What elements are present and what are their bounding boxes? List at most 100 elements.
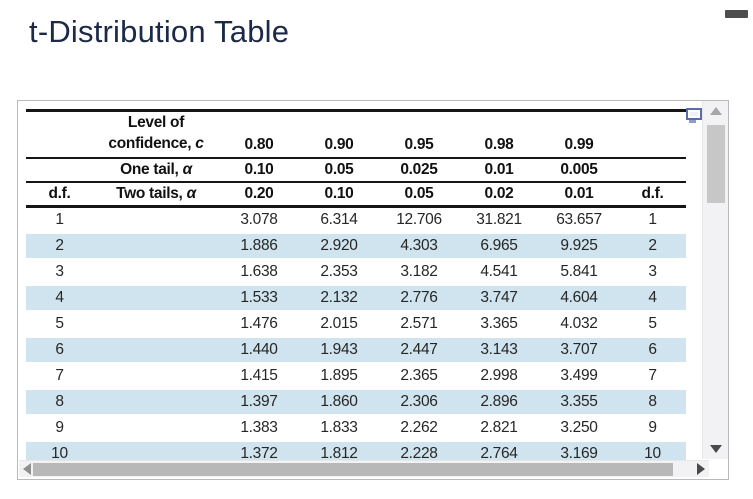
spacer-cell <box>93 335 219 364</box>
df-cell: 5 <box>648 314 657 332</box>
df-cell: 8 <box>619 387 686 416</box>
popout-window-shape <box>686 108 702 120</box>
t-value: 2.306 <box>379 387 459 416</box>
df-cell: 2 <box>26 231 93 260</box>
one-tail-value: 0.005 <box>539 158 619 183</box>
scroll-left-icon[interactable] <box>23 463 31 475</box>
df-cell: 7 <box>55 366 64 384</box>
spacer-cell <box>93 259 219 285</box>
df-cell: 1 <box>648 210 657 228</box>
two-tails-value: 0.05 <box>379 182 459 208</box>
t-value: 1.533 <box>219 283 299 312</box>
table-row: 9 1.383 1.833 2.262 2.821 3.250 9 <box>26 415 686 441</box>
table-row: 3 1.638 2.353 3.182 4.541 5.841 3 <box>26 259 686 285</box>
table-row: 7 1.415 1.895 2.365 2.998 3.499 7 <box>26 363 686 389</box>
t-value: 2.447 <box>379 335 459 364</box>
t-value: 1.860 <box>299 387 379 416</box>
horizontal-scrollbar-thumb[interactable] <box>33 463 673 476</box>
t-distribution-table: Level of confidence, c 0.80 0.90 0.95 0.… <box>26 109 686 468</box>
spacer-cell <box>93 206 219 233</box>
two-tails-value: 0.10 <box>299 182 379 208</box>
t-value: 1.397 <box>219 387 299 416</box>
t-value: 3.143 <box>459 335 539 364</box>
two-tails-value: 0.01 <box>539 182 619 208</box>
vertical-scrollbar[interactable] <box>702 101 728 459</box>
one-tail-symbol: α <box>182 161 193 178</box>
t-value: 2.262 <box>400 418 438 436</box>
header-row-one-tail: One tail, α 0.10 0.05 0.025 0.01 0.005 <box>26 158 686 183</box>
spacer-cell <box>619 158 686 183</box>
t-value: 2.353 <box>320 262 358 280</box>
confidence-label-line1: Level of <box>127 114 185 131</box>
t-value: 12.706 <box>396 210 442 228</box>
t-value: 1.886 <box>219 231 299 260</box>
two-tails-label-cell: Two tails, α <box>93 182 219 208</box>
page-title: t-Distribution Table <box>29 14 290 49</box>
two-tails-symbol: α <box>186 184 197 202</box>
df-cell: 4 <box>619 283 686 312</box>
t-value: 3.707 <box>539 335 619 364</box>
table-row: 4 1.533 2.132 2.776 3.747 4.604 4 <box>26 283 686 312</box>
t-value: 1.383 <box>240 418 278 436</box>
df-cell: 1 <box>55 210 64 228</box>
minimize-icon[interactable] <box>725 10 748 18</box>
df-cell: 2 <box>619 231 686 260</box>
t-value: 1.943 <box>299 335 379 364</box>
df-cell: 7 <box>648 366 657 384</box>
scroll-up-icon[interactable] <box>710 107 722 115</box>
t-value: 2.776 <box>379 283 459 312</box>
t-value: 2.920 <box>299 231 379 260</box>
spacer-cell <box>619 109 686 159</box>
confidence-label-text: confidence, <box>108 135 196 152</box>
t-value: 6.314 <box>320 210 358 228</box>
two-tails-value: 0.02 <box>459 182 539 208</box>
t-value: 1.638 <box>240 262 278 280</box>
t-value: 3.365 <box>480 314 518 332</box>
t-value: 2.821 <box>480 418 518 436</box>
popout-tab-shape <box>689 120 696 123</box>
one-tail-label-cell: One tail, α <box>93 158 219 183</box>
df-cell: 4 <box>26 283 93 312</box>
table-row: 5 1.476 2.015 2.571 3.365 4.032 5 <box>26 311 686 337</box>
t-distribution-table-wrap: Level of confidence, c 0.80 0.90 0.95 0.… <box>26 109 686 468</box>
popout-icon[interactable] <box>686 108 703 123</box>
t-value: 1.415 <box>240 366 278 384</box>
scroll-right-icon[interactable] <box>697 463 705 475</box>
t-value: 2.132 <box>299 283 379 312</box>
table-row: 8 1.397 1.860 2.306 2.896 3.355 8 <box>26 387 686 416</box>
one-tail-value: 0.10 <box>219 158 299 183</box>
confidence-value: 0.90 <box>299 109 379 159</box>
t-value: 2.015 <box>320 314 358 332</box>
two-tails-value: 0.20 <box>219 182 299 208</box>
t-value: 3.078 <box>240 210 278 228</box>
spacer-cell <box>93 231 219 260</box>
t-value: 1.440 <box>219 335 299 364</box>
t-value: 2.896 <box>459 387 539 416</box>
t-value: 5.841 <box>560 262 598 280</box>
table-panel: Level of confidence, c 0.80 0.90 0.95 0.… <box>17 100 729 480</box>
two-tails-label-text: Two tails, <box>116 184 187 202</box>
scroll-down-icon[interactable] <box>710 445 722 453</box>
df-cell: 6 <box>26 335 93 364</box>
header-row-two-tails: d.f. Two tails, α 0.20 0.10 0.05 0.02 0.… <box>26 182 686 208</box>
df-header-right: d.f. <box>619 182 686 208</box>
table-row: 6 1.440 1.943 2.447 3.143 3.707 6 <box>26 335 686 364</box>
t-value: 3.250 <box>560 418 598 436</box>
confidence-value: 0.99 <box>539 109 619 159</box>
spacer-cell <box>93 311 219 337</box>
t-value: 3.182 <box>400 262 438 280</box>
vertical-scrollbar-thumb[interactable] <box>707 125 725 203</box>
confidence-symbol: c <box>195 135 204 152</box>
confidence-label-line2: confidence, c <box>93 133 219 154</box>
t-value: 2.998 <box>480 366 518 384</box>
t-value: 2.571 <box>400 314 438 332</box>
t-value: 4.541 <box>480 262 518 280</box>
t-value: 4.604 <box>539 283 619 312</box>
t-value: 2.365 <box>400 366 438 384</box>
spacer-cell <box>93 415 219 441</box>
t-value: 9.925 <box>539 231 619 260</box>
horizontal-scrollbar[interactable] <box>19 460 709 477</box>
df-cell: 5 <box>55 314 64 332</box>
df-cell: 9 <box>55 418 64 436</box>
t-value: 31.821 <box>476 210 522 228</box>
